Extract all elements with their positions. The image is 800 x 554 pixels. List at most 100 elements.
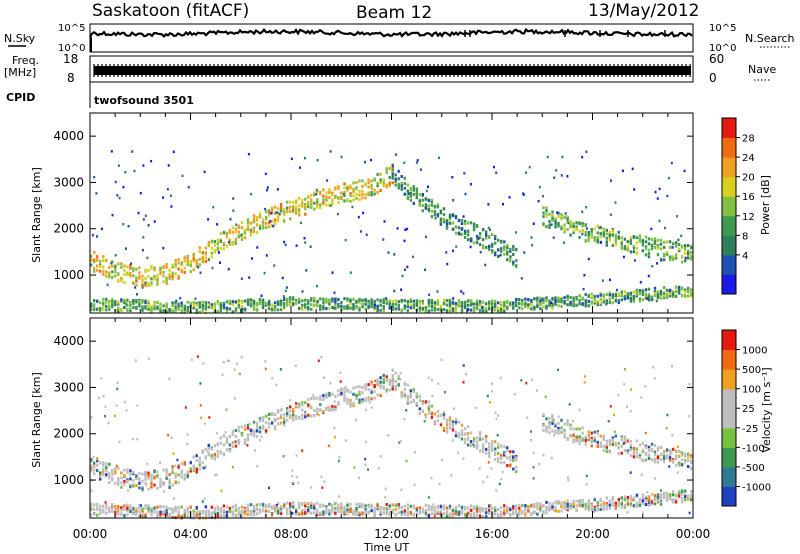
echo-cell: [340, 504, 343, 508]
echo-cell: [623, 237, 627, 241]
echo-cell: [430, 200, 434, 204]
echo-cell: [560, 213, 563, 216]
echo-cell: [599, 301, 602, 305]
echo-cell: [352, 392, 355, 396]
echo-cell: [503, 240, 506, 244]
echo-cell: [291, 481, 294, 485]
echo-cell: [247, 152, 250, 156]
echo-cell: [96, 513, 99, 517]
echo-cell: [210, 511, 213, 515]
echo-cell: [653, 453, 657, 457]
echo-cell: [283, 416, 286, 420]
echo-cell: [542, 215, 545, 219]
echo-cell: [485, 508, 488, 512]
echo-cell: [91, 233, 94, 237]
echo-cell: [424, 197, 428, 201]
echo-cell: [424, 203, 428, 207]
echo-cell: [370, 183, 373, 187]
echo-cell: [207, 451, 210, 455]
echo-cell: [267, 225, 271, 229]
echo-cell: [296, 511, 299, 515]
echo-cell: [503, 304, 506, 307]
echo-cell: [489, 228, 491, 231]
echo-cell: [141, 284, 144, 288]
echo-cell: [90, 505, 93, 509]
echo-cell: [337, 459, 340, 463]
echo-cell: [207, 514, 210, 518]
echo-cell: [174, 262, 177, 266]
echo-cell: [165, 302, 168, 306]
echo-cell: [391, 503, 394, 507]
echo-cell: [563, 223, 566, 227]
echo-cell: [523, 251, 526, 254]
echo-cell: [396, 227, 399, 230]
echo-cell: [237, 425, 241, 429]
echo-cell: [494, 308, 497, 312]
echo-cell: [216, 246, 219, 250]
echo-cell: [596, 231, 599, 235]
echo-cell: [563, 422, 566, 426]
colorbar-tick-label: 1000: [742, 346, 767, 357]
echo-cell: [156, 510, 159, 514]
echo-cell: [653, 286, 657, 290]
echo-cell: [180, 462, 183, 466]
echo-cell: [93, 507, 96, 511]
echo-cell: [153, 268, 156, 272]
echo-cell: [218, 251, 220, 254]
echo-cell: [478, 507, 482, 511]
echo-cell: [379, 376, 382, 380]
echo-cell: [491, 447, 494, 451]
echo-cell: [96, 506, 99, 510]
echo-cell: [261, 427, 265, 430]
echo-cell: [189, 264, 192, 268]
echo-cell: [301, 403, 304, 407]
echo-cell: [581, 296, 584, 300]
echo-cell: [638, 234, 642, 238]
echo-cell: [144, 506, 147, 510]
echo-cell: [258, 226, 262, 230]
echo-cell: [623, 503, 627, 507]
echo-cell: [159, 461, 162, 464]
echo-cell: [469, 299, 473, 303]
echo-cell: [153, 510, 156, 514]
echo-cell: [373, 513, 376, 517]
echo-cell: [237, 441, 241, 445]
echo-cell: [301, 198, 304, 202]
echo-cell: [210, 246, 213, 250]
echo-cell: [192, 464, 195, 468]
echo-cell: [497, 451, 500, 455]
echo-cell: [485, 236, 488, 240]
echo-cell: [629, 454, 633, 458]
echo-cell: [225, 300, 229, 304]
echo-cell: [671, 290, 675, 294]
echo-cell: [608, 230, 611, 234]
echo-cell: [403, 186, 406, 190]
echo-cell: [608, 232, 611, 236]
echo-cell: [554, 222, 557, 226]
echo-cell: [96, 299, 99, 303]
echo-cell: [168, 478, 171, 482]
echo-cell: [676, 215, 679, 218]
echo-cell: [653, 242, 657, 246]
echo-cell: [316, 201, 319, 205]
echo-cell: [355, 393, 358, 397]
echo-cell: [279, 202, 283, 206]
echo-cell: [388, 299, 391, 303]
echo-cell: [367, 396, 370, 400]
echo-cell: [153, 266, 156, 270]
echo-cell: [192, 252, 195, 256]
echo-cell: [100, 227, 103, 231]
echo-cell: [638, 454, 642, 458]
echo-cell: [587, 502, 590, 506]
echo-cell: [186, 307, 189, 311]
echo-cell: [584, 503, 587, 507]
echo-cell: [662, 291, 666, 295]
echo-cell: [376, 172, 379, 176]
echo-cell: [328, 306, 331, 310]
nsky-line: [89, 27, 693, 38]
echo-cell: [590, 292, 593, 296]
echo-cell: [486, 394, 489, 398]
echo-cell: [566, 419, 569, 423]
echo-cell: [563, 227, 566, 231]
echo-cell: [418, 506, 421, 510]
